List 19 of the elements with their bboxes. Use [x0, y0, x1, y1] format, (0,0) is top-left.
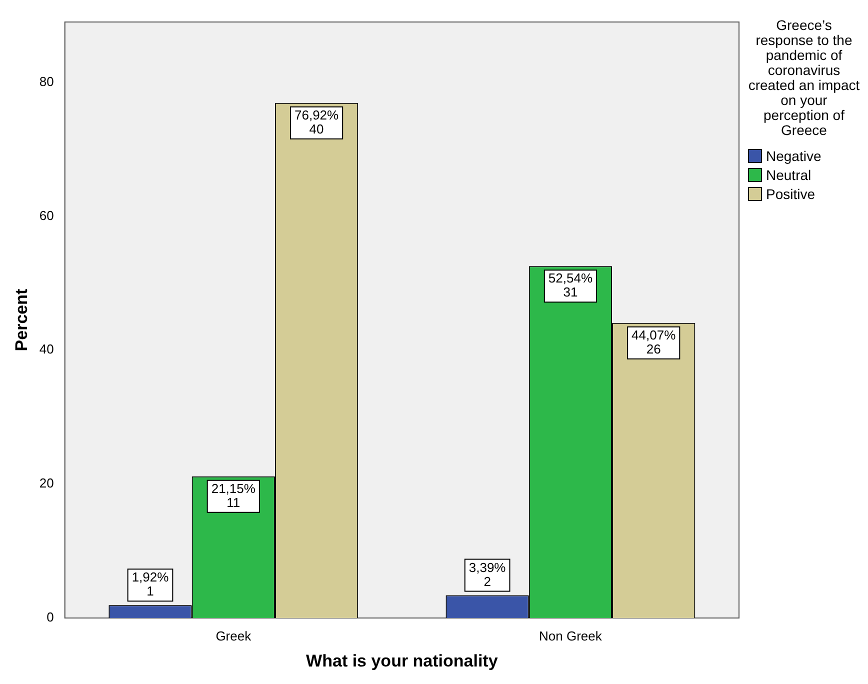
- data-label: 76,92% 40: [294, 107, 340, 136]
- data-label: 1,92% 1: [132, 570, 170, 599]
- x-tick-label: Non Greek: [539, 628, 602, 644]
- y-tick-label: 60: [39, 208, 54, 223]
- y-tick-label: 0: [46, 610, 54, 625]
- legend-label: Positive: [766, 186, 816, 202]
- y-axis-title: Percent: [12, 288, 31, 352]
- legend-title: Greece’s response to the pandemic of coronavirus created an impact on your perception of Greece: [748, 17, 860, 138]
- y-tick-label: 80: [39, 74, 54, 89]
- data-label: 21,15% 11: [211, 480, 256, 510]
- x-axis-title: What is your nationality: [306, 651, 498, 670]
- x-tick-label: Greek: [216, 628, 252, 644]
- y-tick-label: 20: [39, 476, 54, 491]
- data-label: 52,54% 31: [548, 270, 593, 300]
- data-label: 3,39% 2: [468, 560, 506, 589]
- y-tick-label: 40: [39, 342, 54, 357]
- legend-label: Neutral: [766, 167, 812, 183]
- legend-label: Negative: [766, 148, 822, 164]
- data-label: 44,07% 26: [632, 327, 676, 356]
